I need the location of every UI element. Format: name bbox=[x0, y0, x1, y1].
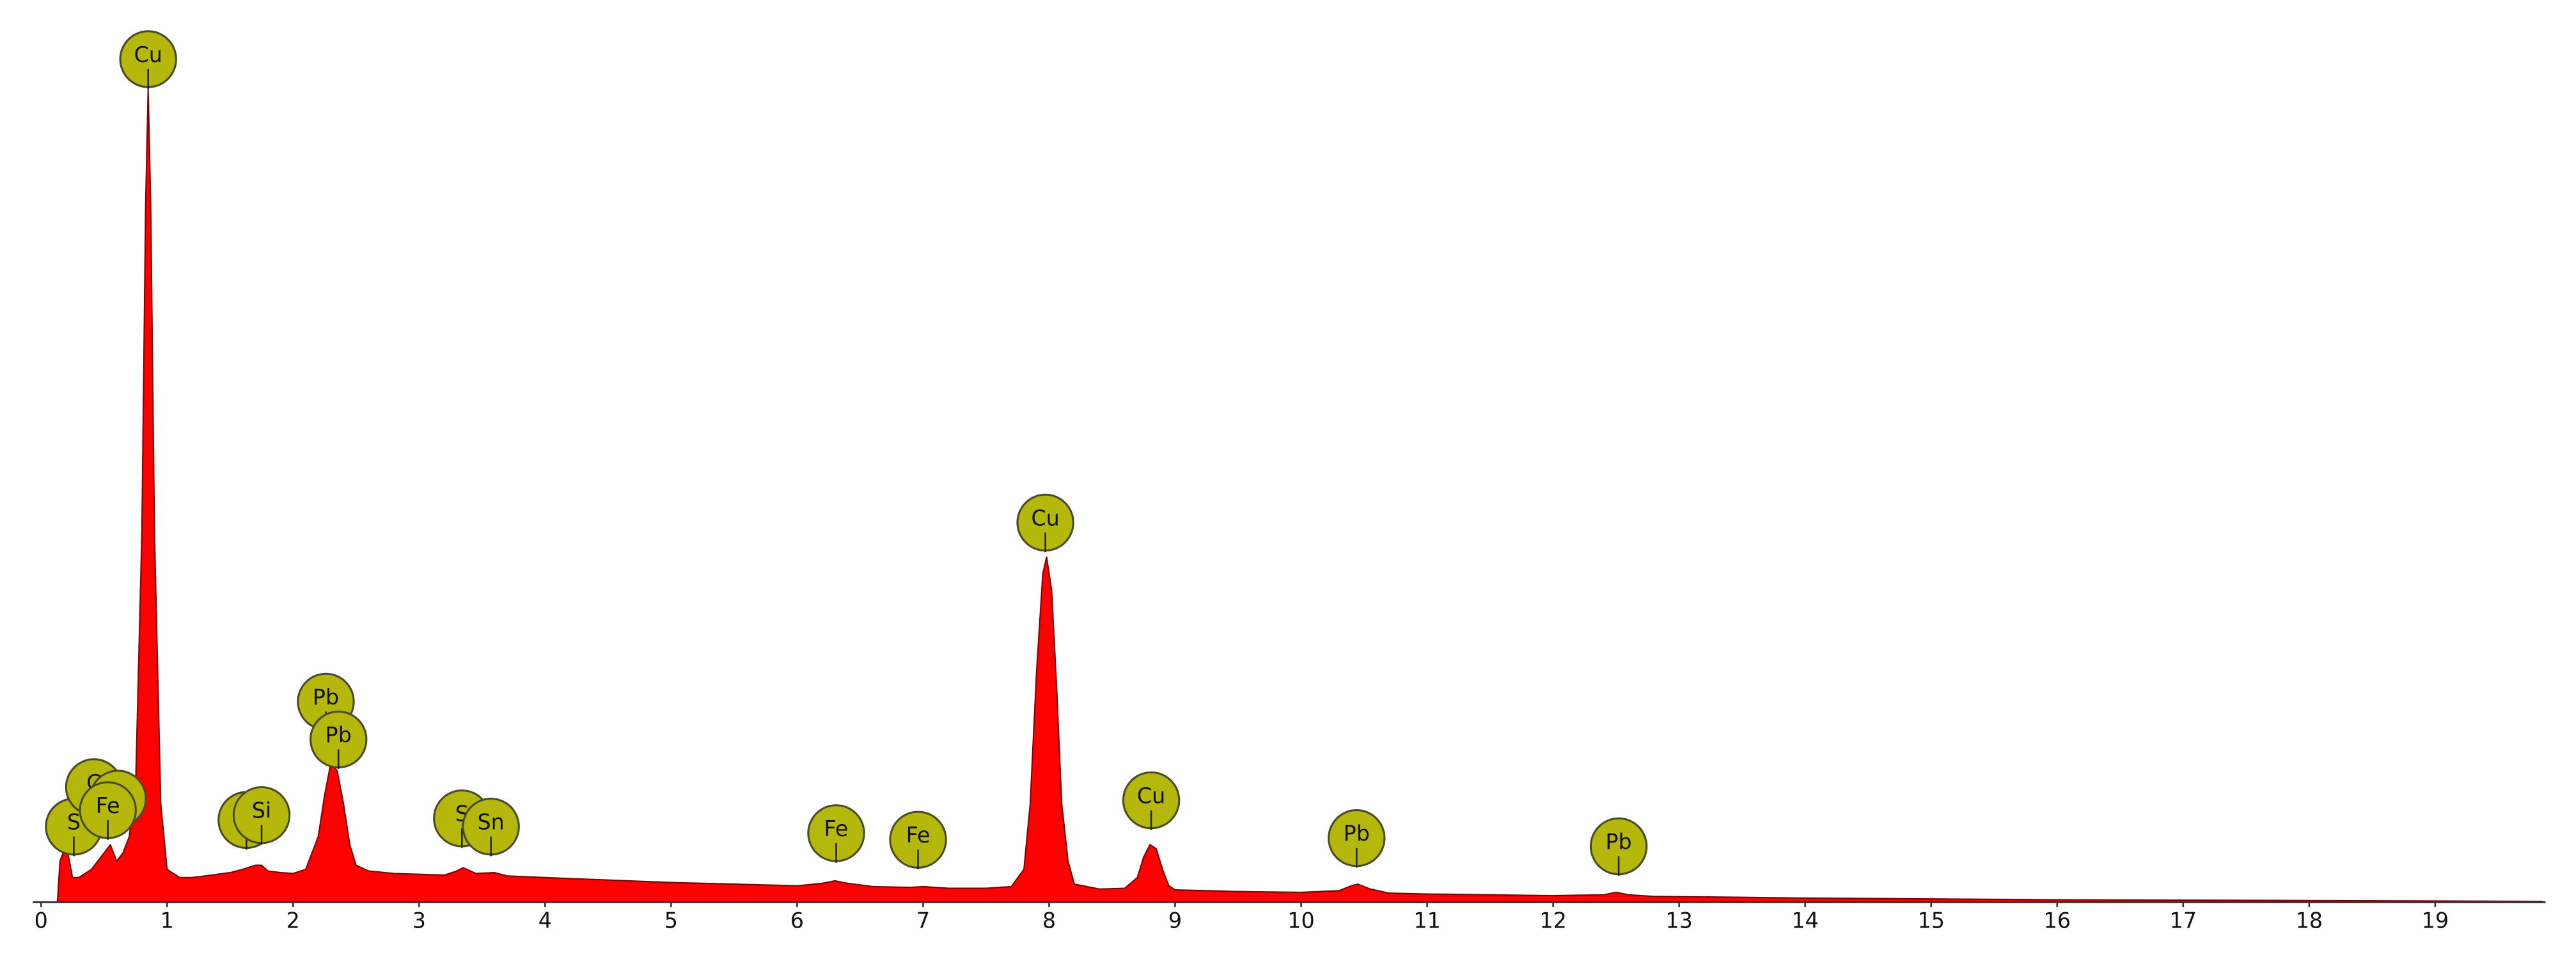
peak-label-text: Si bbox=[252, 798, 271, 823]
peak-label: Cu bbox=[119, 30, 177, 89]
peak-label-text: Cu bbox=[1031, 505, 1059, 530]
x-tick-label: 18 bbox=[2296, 908, 2323, 933]
peak-label: Pb bbox=[1589, 817, 1648, 876]
peak-label: Cu bbox=[1016, 493, 1074, 553]
x-tick-label: 7 bbox=[916, 908, 930, 933]
peak-label-text: Pb bbox=[313, 684, 339, 709]
x-tick-label: 6 bbox=[790, 908, 804, 933]
peak-label-text: Fe bbox=[824, 816, 849, 841]
x-tick-label: 17 bbox=[2170, 908, 2197, 933]
x-tick-label: 14 bbox=[1791, 908, 1818, 933]
x-tick-label: 9 bbox=[1168, 908, 1182, 933]
peak-label-text: Pb bbox=[1605, 829, 1631, 854]
peak-label-text: Pb bbox=[326, 722, 352, 747]
peak-label: Cu bbox=[1122, 771, 1181, 830]
x-tick-label: 15 bbox=[1917, 908, 1944, 933]
peak-label: Fe bbox=[889, 811, 947, 869]
x-tick-label: 5 bbox=[664, 908, 678, 933]
x-tick-label: 11 bbox=[1413, 908, 1440, 933]
peak-label: Fe bbox=[807, 804, 865, 863]
x-tick-label: 3 bbox=[412, 908, 426, 933]
x-tick-label: 1 bbox=[161, 908, 174, 933]
x-tick-label: 12 bbox=[1539, 908, 1566, 933]
x-tick-label: 8 bbox=[1042, 908, 1056, 933]
x-tick-label: 19 bbox=[2422, 908, 2449, 933]
peak-label-text: Pb bbox=[1344, 821, 1370, 846]
peak-label: Fe bbox=[79, 781, 137, 840]
x-tick-label: 16 bbox=[2044, 908, 2071, 933]
peak-label-text: Sn bbox=[477, 810, 504, 835]
spectrum-area bbox=[56, 88, 2543, 903]
peak-label: Pb bbox=[1328, 809, 1386, 868]
peak-label-text: S bbox=[67, 810, 81, 835]
peak-label: Pb bbox=[310, 710, 368, 770]
peak-label-text: Fe bbox=[96, 793, 120, 818]
peak-label-text: Fe bbox=[906, 823, 931, 848]
x-tick-label: 13 bbox=[1665, 908, 1692, 933]
x-tick-label: 0 bbox=[35, 908, 48, 933]
x-tick-label: 2 bbox=[287, 908, 300, 933]
x-tick-label: 4 bbox=[538, 908, 552, 933]
peak-label: Si bbox=[232, 786, 291, 845]
peak-label: Sn bbox=[462, 797, 520, 857]
peak-label-text: Cu bbox=[134, 42, 162, 67]
peak-label-text: Cu bbox=[1137, 783, 1165, 808]
x-tick-label: 10 bbox=[1287, 908, 1314, 933]
